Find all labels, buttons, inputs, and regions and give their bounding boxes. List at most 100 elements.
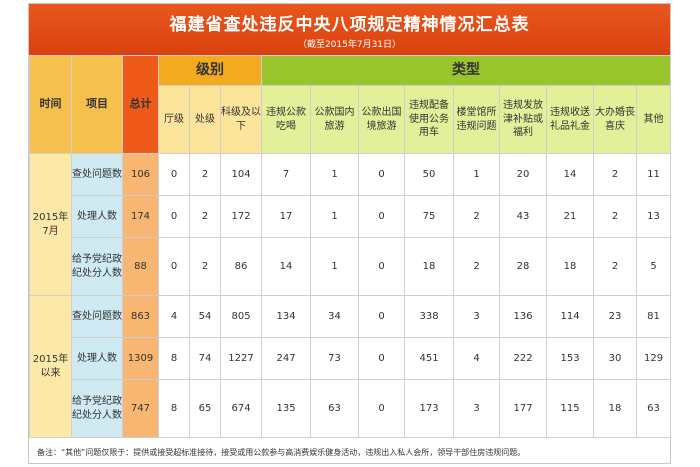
header-type-group: 类型	[261, 55, 672, 86]
value-cell: 1	[310, 153, 360, 196]
value-cell: 2	[189, 153, 221, 196]
value-cell: 34	[310, 295, 360, 338]
item-cell: 查处问题数	[71, 295, 123, 338]
value-cell: 104	[219, 153, 263, 196]
value-cell: 1	[310, 237, 360, 296]
table-row: 处理人数 174 0 2 172 17 1 0 75 2 43 21 2 13	[30, 195, 672, 238]
total-cell: 106	[122, 153, 159, 196]
header-type-0: 违规公款吃喝	[261, 85, 312, 154]
value-cell: 8	[158, 337, 190, 380]
value-cell: 5	[636, 237, 672, 296]
value-cell: 23	[593, 295, 638, 338]
value-cell: 0	[358, 379, 406, 438]
value-cell: 63	[636, 379, 672, 438]
time-cell: 2015年以来	[29, 295, 72, 438]
value-cell: 73	[310, 337, 360, 380]
value-cell: 129	[636, 337, 672, 380]
header-type-3: 违规配备使用公务用车	[404, 85, 455, 154]
header-type-5: 违规发放津补贴或福利	[499, 85, 548, 154]
value-cell: 3	[453, 295, 501, 338]
value-cell: 0	[358, 153, 406, 196]
value-cell: 0	[358, 237, 406, 296]
value-cell: 54	[189, 295, 221, 338]
item-cell: 处理人数	[71, 195, 123, 238]
value-cell: 134	[261, 295, 312, 338]
value-cell: 136	[499, 295, 548, 338]
value-cell: 172	[219, 195, 263, 238]
table-row: 给予党纪政纪处分人数 88 0 2 86 14 1 0 18 2 28 18 2 5	[30, 237, 672, 296]
value-cell: 28	[499, 237, 548, 296]
table-row: 2015年以来 查处问题数 863 4 54 805 134 34 0 338 3 136 114 23 8…	[29, 295, 672, 438]
value-cell: 247	[261, 337, 312, 380]
value-cell: 1	[310, 195, 360, 238]
value-cell: 0	[158, 153, 190, 196]
value-cell: 2	[189, 237, 221, 296]
value-cell: 13	[636, 195, 672, 238]
value-cell: 2	[453, 237, 501, 296]
item-cell: 给予党纪政纪处分人数	[71, 379, 123, 438]
table-row: 2015年7月 查处问题数 106 0 2 104 7 1 0 50 1 20 14 2 11	[29, 153, 672, 296]
value-cell: 74	[189, 337, 221, 380]
value-cell: 1227	[219, 337, 263, 380]
value-cell: 81	[636, 295, 672, 338]
value-cell: 338	[404, 295, 455, 338]
value-cell: 0	[358, 195, 406, 238]
value-cell: 43	[499, 195, 548, 238]
total-cell: 174	[122, 195, 159, 238]
header-type-4: 楼堂馆所违规问题	[453, 85, 501, 154]
value-cell: 14	[546, 153, 595, 196]
value-cell: 63	[310, 379, 360, 438]
value-cell: 173	[404, 379, 455, 438]
value-cell: 2	[593, 195, 638, 238]
value-cell: 153	[546, 337, 595, 380]
value-cell: 2	[453, 195, 501, 238]
value-cell: 805	[219, 295, 263, 338]
value-cell: 14	[261, 237, 312, 296]
total-cell: 863	[122, 295, 159, 338]
value-cell: 2	[189, 195, 221, 238]
value-cell: 177	[499, 379, 548, 438]
value-cell: 18	[404, 237, 455, 296]
header-type-8: 其他	[636, 85, 672, 154]
value-cell: 2	[593, 237, 638, 296]
footnote: 备注：“其他”问题仅限于：提供或接受超标准接待，接受或用公款参与高消费娱乐健身活…	[37, 448, 526, 457]
header-type-2: 公款出国境旅游	[358, 85, 406, 154]
total-cell: 1309	[122, 337, 159, 380]
value-cell: 2	[593, 153, 638, 196]
header-time: 时间	[29, 55, 72, 154]
value-cell: 21	[546, 195, 595, 238]
value-cell: 65	[189, 379, 221, 438]
table-row: 处理人数 1309 8 74 1227 247 73 0 451 4 222 153 30 129	[30, 337, 672, 380]
total-cell: 747	[122, 379, 159, 438]
header-level-0: 厅级	[158, 85, 190, 154]
value-cell: 451	[404, 337, 455, 380]
value-cell: 674	[219, 379, 263, 438]
value-cell: 4	[158, 295, 190, 338]
value-cell: 115	[546, 379, 595, 438]
value-cell: 8	[158, 379, 190, 438]
value-cell: 135	[261, 379, 312, 438]
value-cell: 0	[158, 237, 190, 296]
value-cell: 20	[499, 153, 548, 196]
summary-table: 时间 项目 总计 级别 类型 厅级 处级 科级及以下 违规公款吃喝 公款国内旅游 公款出国…	[29, 55, 672, 438]
header-type-1: 公款国内旅游	[310, 85, 360, 154]
value-cell: 11	[636, 153, 672, 196]
header-item: 项目	[71, 55, 123, 154]
value-cell: 4	[453, 337, 501, 380]
value-cell: 18	[546, 237, 595, 296]
value-cell: 3	[453, 379, 501, 438]
title-bar: 福建省查处违反中央八项规定精神情况汇总表 （截至2015年7月31日）	[29, 4, 670, 55]
header-total: 总计	[122, 55, 159, 154]
header-type-7: 大办婚丧喜庆	[593, 85, 638, 154]
value-cell: 86	[219, 237, 263, 296]
value-cell: 0	[358, 337, 406, 380]
report-panel: 福建省查处违反中央八项规定精神情况汇总表 （截至2015年7月31日） 时间 项…	[28, 3, 672, 464]
value-cell: 30	[593, 337, 638, 380]
value-cell: 7	[261, 153, 312, 196]
item-cell: 给予党纪政纪处分人数	[71, 237, 123, 296]
report-title: 福建省查处违反中央八项规定精神情况汇总表	[169, 15, 530, 35]
header-level-group: 级别	[157, 55, 263, 86]
value-cell: 0	[358, 295, 406, 338]
header-level-2: 科级及以下	[219, 85, 263, 154]
report-subtitle: （截至2015年7月31日）	[297, 40, 402, 50]
